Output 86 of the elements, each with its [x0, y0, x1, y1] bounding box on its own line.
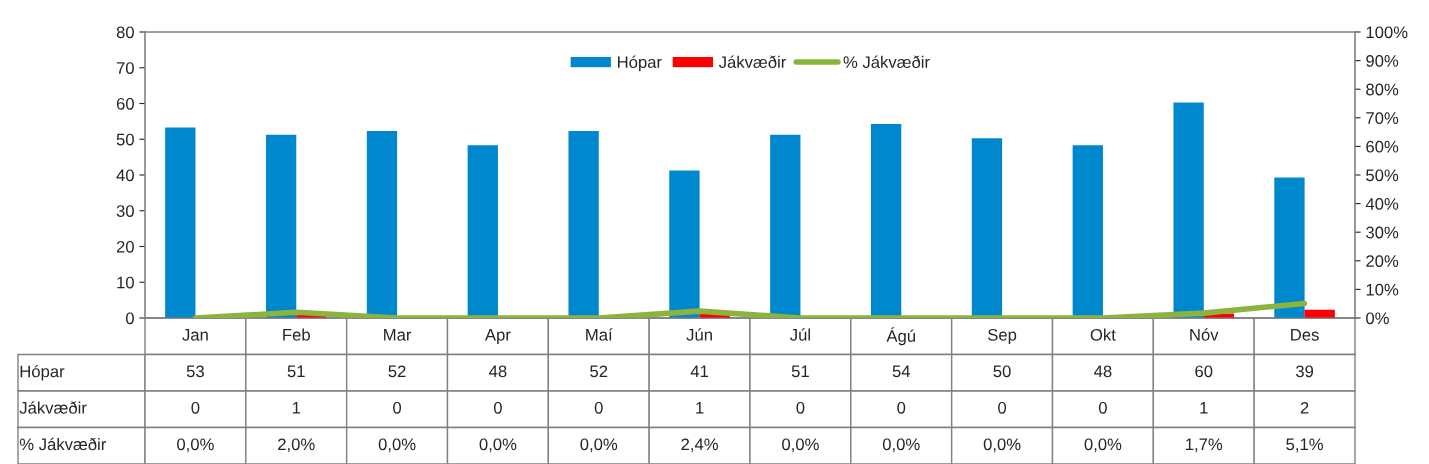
- data-label: 0,0%: [177, 438, 214, 453]
- y-tick-label: 40: [116, 169, 134, 182]
- data-label: 39: [1295, 365, 1314, 378]
- y-tick-label: 0: [125, 312, 134, 325]
- y2-tick-label: 50%: [1366, 169, 1399, 182]
- x-tick-label: Sep: [988, 328, 1017, 345]
- x-tick-label: Ágú: [886, 327, 916, 346]
- data-label: 41: [690, 365, 709, 378]
- y-tick-label: 60: [116, 97, 134, 110]
- bar: [568, 131, 599, 318]
- data-label: 54: [892, 365, 911, 378]
- legend-label: Hópar: [618, 55, 662, 72]
- bar: [165, 127, 196, 318]
- y2-tick-label: 90%: [1366, 55, 1399, 67]
- y2-tick-label: 60%: [1366, 140, 1399, 153]
- data-label: 51: [287, 365, 305, 378]
- data-label: 0: [1098, 401, 1107, 414]
- bar: [870, 123, 902, 318]
- data-label: 2: [1300, 401, 1309, 414]
- x-tick-label: Nóv: [1190, 328, 1219, 341]
- bar: [669, 170, 700, 318]
- y2-tick-label: 30%: [1366, 226, 1399, 239]
- bar: [467, 145, 498, 318]
- data-label: 0: [191, 401, 200, 414]
- text: % Jákvæðir: [19, 437, 107, 451]
- data-label: 0: [393, 401, 402, 414]
- data-label: 48: [489, 365, 507, 378]
- data-label: 50: [993, 365, 1011, 378]
- y-tick-label: 50: [116, 133, 134, 146]
- data-label: 0,0%: [983, 438, 1021, 453]
- data-label: 52: [590, 365, 608, 378]
- data-label: 5,1%: [1286, 438, 1323, 453]
- y2-tick-label: 100%: [1366, 26, 1408, 39]
- data-label: 53: [186, 365, 204, 378]
- y2-tick-label: 80%: [1366, 83, 1399, 96]
- data-label: 51: [791, 365, 809, 378]
- y-tick-label: 30: [116, 205, 134, 217]
- data-label: 0,0%: [882, 438, 920, 453]
- bar: [366, 131, 398, 318]
- data-label: 1: [292, 402, 301, 414]
- data-label: 1,7%: [1186, 438, 1223, 453]
- x-tick-label: Jan: [182, 329, 208, 341]
- bar: [1072, 145, 1103, 318]
- bar: [1274, 177, 1305, 318]
- y2-tick-label: 0%: [1366, 312, 1389, 325]
- x-tick-label: Apr: [484, 329, 511, 345]
- bar: [770, 134, 801, 318]
- data-label: 0,0%: [1084, 438, 1122, 453]
- bar: [265, 134, 297, 318]
- data-label: 1: [1200, 402, 1208, 414]
- x-tick-label: Jún: [686, 328, 712, 341]
- data-label: 0,0%: [479, 438, 517, 453]
- x-tick-label: Maí: [586, 328, 613, 341]
- data-label: 1: [696, 402, 704, 414]
- data-label: 0: [897, 401, 906, 414]
- legend-label: Jákvæðir: [718, 55, 787, 69]
- data-label: 0: [493, 401, 502, 414]
- x-tick-label: Mar: [384, 329, 412, 341]
- text: Hópar: [20, 364, 65, 381]
- data-label: 0: [796, 401, 805, 414]
- x-tick-label: Okt: [1090, 328, 1116, 341]
- y2-tick-label: 20%: [1366, 255, 1399, 267]
- data-label: 2,4%: [681, 438, 718, 453]
- y-tick-label: 70: [116, 62, 134, 74]
- y2-tick-label: 10%: [1366, 283, 1399, 296]
- data-label: 0,0%: [580, 438, 618, 453]
- x-tick-label: Feb: [283, 328, 310, 341]
- x-tick-label: Des: [1291, 329, 1319, 341]
- data-label: 0,0%: [782, 438, 819, 453]
- y-tick-label: 80: [116, 26, 134, 39]
- y2-tick-label: 40%: [1365, 198, 1399, 210]
- data-label: 0,0%: [378, 438, 416, 453]
- x-tick-label: Júl: [790, 328, 810, 341]
- data-label: 2,0%: [278, 438, 315, 453]
- data-label: 0: [998, 401, 1007, 414]
- data-label: 52: [388, 365, 406, 378]
- bar: [971, 138, 1003, 318]
- text: Jákvæðir: [19, 401, 87, 414]
- bar: [1173, 102, 1204, 318]
- y2-tick-label: 70%: [1366, 112, 1399, 124]
- y-tick-label: 10: [117, 276, 134, 289]
- legend-label: % Jákvæðir: [843, 55, 930, 69]
- data-label: 0: [594, 401, 603, 414]
- data-label: 60: [1195, 365, 1213, 378]
- y-tick-label: 20: [116, 240, 134, 253]
- data-label: 48: [1094, 365, 1112, 378]
